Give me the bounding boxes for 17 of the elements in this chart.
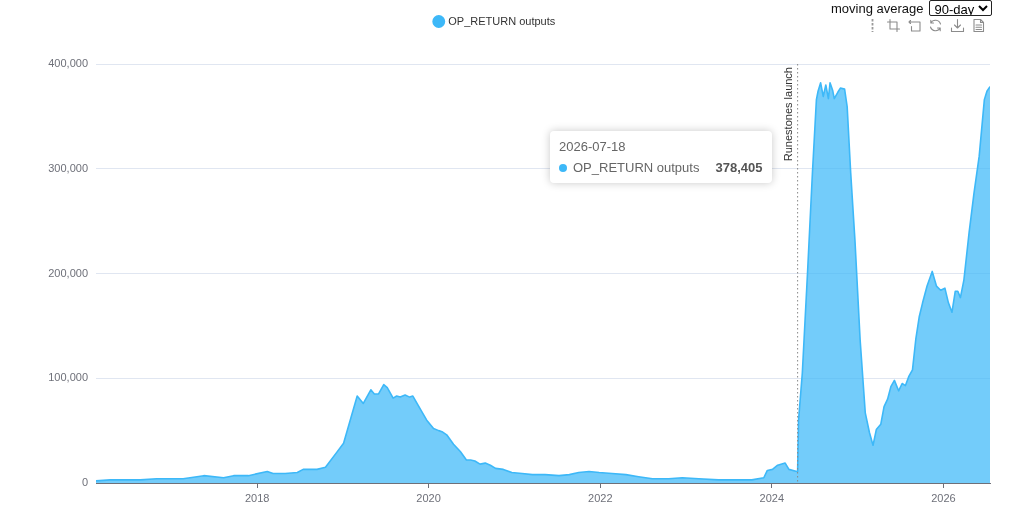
ref-line-label: Runestones launch: [782, 67, 795, 162]
y-tick-label: 200,000: [48, 266, 88, 279]
y-tick-label: 100,000: [48, 371, 88, 384]
x-tick-label: 2024: [759, 491, 785, 504]
x-tick-label: 2018: [244, 491, 270, 504]
y-tick-label: 400,000: [48, 57, 88, 70]
annotation: 378,405: [715, 159, 763, 177]
x-tick-label: 2020: [416, 491, 441, 504]
text: moving average: [831, 0, 924, 16]
y-tick-label: 300,000: [48, 161, 88, 174]
annotation: 2026-07-18: [559, 138, 627, 156]
y-tick-label: 0: [81, 476, 88, 489]
x-tick-label: 2022: [588, 491, 613, 504]
x-tick-label: 2026: [931, 491, 956, 504]
legend-label: OP_RETURN outputs: [448, 14, 556, 27]
annotation: OP_RETURN outputs: [573, 159, 700, 177]
dropdown: 90-day: [928, 0, 992, 16]
